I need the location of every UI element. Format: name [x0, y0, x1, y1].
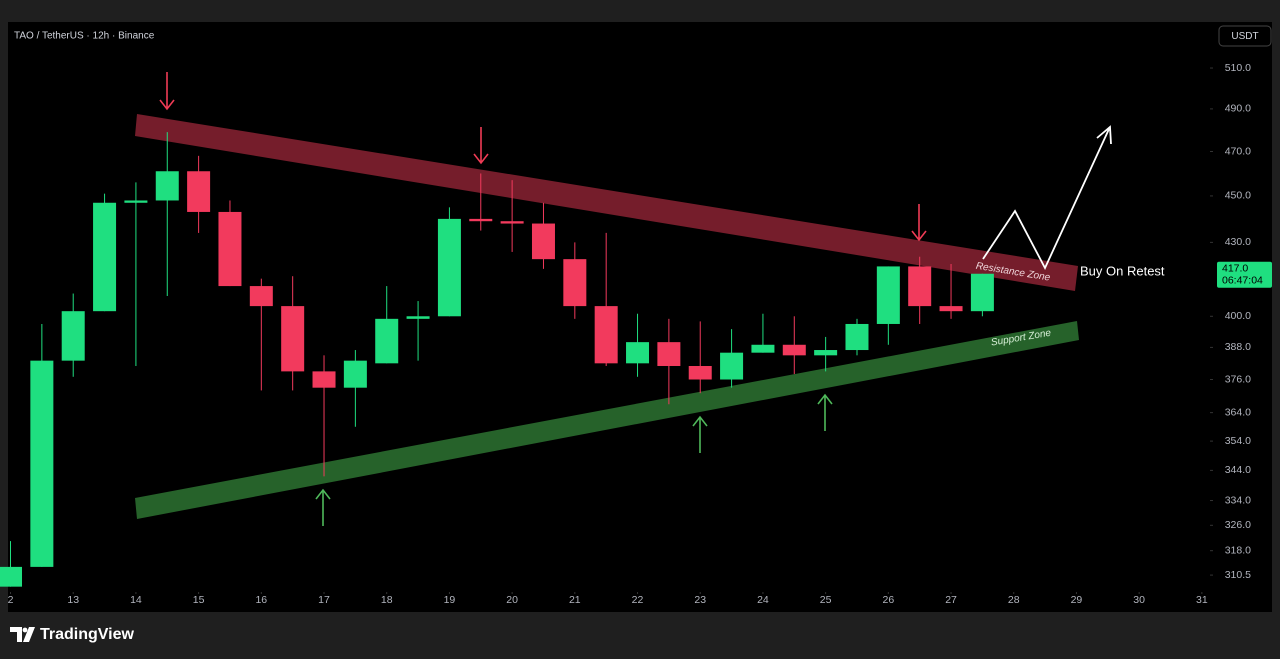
logo-icon: [10, 627, 35, 642]
candle-body: [814, 350, 838, 356]
candle-body: [782, 344, 806, 356]
down-arrow: [159, 72, 175, 111]
y-tick-label: 310.5: [1225, 569, 1251, 581]
x-tick-label: 17: [318, 594, 330, 606]
candle-body: [751, 344, 775, 353]
x-tick-label: 26: [882, 594, 894, 606]
resistance-band: [135, 114, 1078, 291]
y-tick-label: 318.0: [1225, 544, 1251, 556]
up-arrow: [692, 415, 708, 453]
candle-body: [93, 202, 117, 312]
candle-body: [375, 318, 399, 364]
candle-body: [563, 259, 587, 307]
x-tick-label: 20: [506, 594, 518, 606]
chart-area: [8, 22, 1272, 612]
y-tick-label: 490.0: [1225, 103, 1251, 115]
candle-body: [437, 218, 461, 317]
x-tick-label: 24: [757, 594, 769, 606]
x-tick-label: 23: [694, 594, 706, 606]
candle-body: [720, 352, 744, 380]
currency-box[interactable]: [1218, 25, 1272, 47]
y-tick-label: 334.0: [1225, 494, 1251, 506]
candle-body: [657, 342, 681, 367]
up-arrow: [817, 393, 833, 431]
candle-body: [30, 360, 54, 567]
chart-title: TAO / TetherUS · 12h · Binance: [14, 31, 155, 42]
brand: TradingView: [40, 626, 135, 643]
y-tick-label: 354.0: [1225, 435, 1251, 447]
x-tick-label: 2: [8, 594, 14, 606]
candle-body: [531, 223, 555, 260]
down-arrow: [911, 204, 927, 242]
candle-body: [155, 171, 179, 201]
y-tick-label: 510.0: [1225, 62, 1251, 74]
candle-body: [626, 342, 650, 364]
candle-body: [594, 306, 618, 364]
x-tick-label: 22: [632, 594, 644, 606]
candle-body: [500, 221, 524, 224]
candle-body: [0, 566, 23, 587]
projection-path: [982, 125, 1112, 271]
y-tick-label: 400.0: [1225, 310, 1251, 322]
candle-body: [939, 306, 963, 312]
candle-body: [281, 306, 305, 372]
x-tick-label: 31: [1196, 594, 1208, 606]
x-tick-label: 30: [1133, 594, 1145, 606]
candle-body: [406, 316, 430, 319]
candle-body: [970, 273, 994, 312]
x-tick-label: 16: [255, 594, 267, 606]
y-tick-label: 344.0: [1225, 464, 1251, 476]
candle-body: [688, 366, 712, 380]
x-tick-label: 14: [130, 594, 142, 606]
candle-body: [908, 266, 932, 307]
candle-body: [187, 171, 211, 212]
candle-body: [61, 311, 85, 361]
price-tag-label: 417.0: [1222, 263, 1248, 275]
candle-body: [312, 371, 336, 388]
x-tick-label: 21: [569, 594, 581, 606]
candle-body: [249, 286, 273, 307]
buy-label: Buy On Retest: [1080, 263, 1165, 278]
logo-dot: [22, 627, 28, 633]
price-tag: [1217, 261, 1272, 288]
y-tick-label: 430.0: [1225, 236, 1251, 248]
y-tick-label: 364.0: [1225, 406, 1251, 418]
x-tick-label: 15: [193, 594, 205, 606]
candle-body: [124, 200, 148, 203]
y-tick-label: 450.0: [1225, 190, 1251, 202]
candle-body: [218, 211, 242, 287]
y-tick-label: 388.0: [1225, 341, 1251, 353]
candle-body: [469, 218, 493, 222]
x-tick-label: 18: [381, 594, 393, 606]
candle-body: [876, 266, 900, 324]
y-tick-label: 470.0: [1225, 145, 1251, 157]
y-tick-label: 376.0: [1225, 373, 1251, 385]
y-tick-label: 326.0: [1225, 519, 1251, 531]
countdown: 06:47:04: [1222, 275, 1263, 287]
down-arrow: [473, 127, 489, 165]
currency-label[interactable]: USDT: [1231, 31, 1258, 42]
support-band: [135, 321, 1079, 519]
candle-body: [845, 323, 869, 351]
x-tick-label: 27: [945, 594, 957, 606]
candle-body: [343, 360, 367, 388]
up-arrow: [315, 488, 331, 526]
x-tick-label: 19: [444, 594, 456, 606]
x-tick-label: 25: [820, 594, 832, 606]
x-tick-label: 29: [1071, 594, 1083, 606]
x-tick-label: 13: [67, 594, 79, 606]
x-tick-label: 28: [1008, 594, 1020, 606]
logo: TradingView: [10, 626, 135, 643]
